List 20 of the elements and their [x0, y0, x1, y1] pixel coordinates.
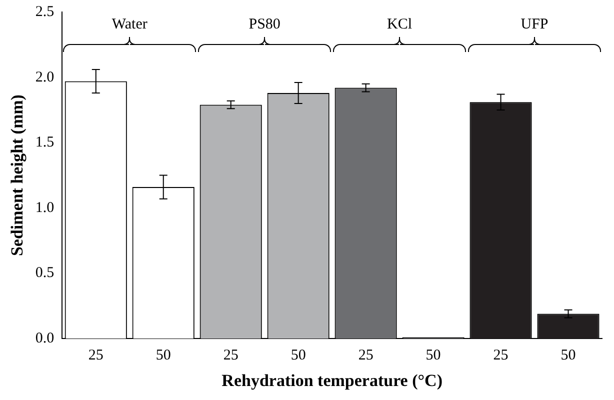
y-tick-label: 2.0 [35, 69, 54, 86]
y-tick-label: 1.5 [35, 134, 54, 151]
x-tick-label: 25 [493, 348, 508, 364]
x-tick-label: 50 [560, 348, 576, 364]
x-axis-title: Rehydration temperature (°C) [222, 371, 442, 390]
y-tick-label: 0.0 [35, 330, 54, 347]
annotation: UFP [520, 16, 548, 32]
x-tick-label: 25 [88, 348, 104, 364]
annotation: PS80 [248, 16, 280, 32]
x-tick-label: 50 [156, 348, 171, 364]
y-tick-label: 1.0 [35, 200, 54, 216]
y-axis-title: Sediment height (mm) [8, 94, 27, 256]
annotation: Water [112, 16, 148, 32]
x-tick-label: 50 [290, 348, 306, 364]
x-tick-label: 25 [223, 348, 238, 364]
y-tick-label: 2.5 [35, 4, 54, 20]
x-tick-label: 50 [426, 348, 441, 364]
y-tick-label: 0.5 [35, 265, 54, 282]
annotation: KCl [387, 16, 412, 32]
x-tick-label: 25 [358, 348, 374, 364]
